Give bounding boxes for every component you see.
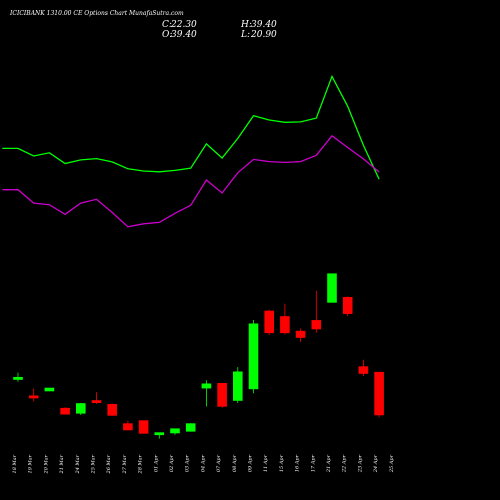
candle [154, 432, 165, 439]
candle [264, 309, 275, 335]
candle-body [327, 273, 337, 303]
x-tick-label: 15 Apr [279, 454, 285, 472]
x-tick-label: 25 Mar [91, 454, 97, 474]
candle [28, 388, 39, 402]
candle-body [264, 310, 275, 334]
x-tick-label: 24 Apr [373, 454, 379, 473]
x-tick-label: 04 Apr [200, 454, 206, 472]
candle-body [44, 387, 55, 392]
candle [248, 320, 259, 394]
candle-body [91, 400, 102, 404]
x-axis-ticks: 18 Mar 19 Mar 20 Mar 21 Mar 24 Mar 25 Mar 26 M… [12, 454, 395, 474]
x-tick-label: 16 Apr [295, 454, 301, 472]
candle [311, 290, 322, 333]
candle-body [233, 371, 243, 401]
candle-body [374, 371, 384, 416]
x-tick-label: 01 Apr [153, 454, 159, 472]
candle [185, 423, 196, 432]
x-tick-label: 20 Mar [43, 454, 49, 474]
candle [374, 371, 384, 418]
candle-body [76, 403, 86, 414]
high-value: 39.40 [251, 20, 277, 30]
candle-body [28, 395, 39, 399]
x-tick-label: 27 Mar [122, 454, 128, 474]
x-tick-label: 03 Apr [185, 454, 191, 472]
candlesticks [13, 273, 384, 439]
candle-body [358, 366, 369, 374]
indicator-bands [2, 74, 380, 228]
candle [201, 380, 212, 407]
close-label: C: [162, 20, 172, 30]
candle [123, 420, 133, 431]
candle-body [170, 428, 180, 434]
candle-body [13, 376, 23, 380]
candle [13, 372, 23, 382]
candle-body [311, 320, 322, 330]
candle [170, 428, 180, 435]
chart-title: ICICIBANK 1310.00 CE Options Chart Munaf… [9, 10, 184, 17]
candle [76, 403, 86, 415]
candle [60, 407, 70, 415]
x-tick-label: 21 Mar [59, 454, 65, 474]
candle-body [280, 316, 290, 334]
candle-body [138, 420, 149, 434]
candle [138, 420, 149, 434]
candle-body [248, 323, 259, 390]
candle-body [107, 403, 117, 416]
candle-body [60, 407, 70, 415]
open-label: O: [162, 30, 172, 40]
low-label: L: [240, 30, 250, 40]
x-tick-label: 18 Mar [12, 454, 18, 473]
close-value: 22.30 [170, 20, 197, 30]
x-tick-label: 26 Mar [106, 454, 112, 474]
candle-body [154, 432, 165, 436]
candle [233, 367, 243, 403]
low-value: 20.90 [250, 30, 277, 40]
x-tick-label: 24 Mar [75, 454, 81, 474]
candle [280, 303, 290, 335]
lower-band-line [2, 134, 380, 228]
high-label: H: [240, 20, 252, 30]
candle [107, 403, 117, 416]
x-tick-label: 07 Apr [216, 454, 222, 472]
x-tick-label: 02 Apr [169, 454, 175, 472]
candle [342, 296, 353, 317]
open-value: 39.40 [171, 30, 197, 40]
candle-body [295, 330, 306, 338]
candle [217, 382, 227, 408]
candle [358, 359, 369, 377]
x-tick-label: 08 Apr [232, 454, 238, 472]
x-tick-label: 19 Mar [28, 454, 34, 473]
x-tick-label: 23 Apr [357, 454, 363, 473]
candle [44, 387, 55, 392]
candle [327, 273, 337, 303]
candle [295, 328, 306, 342]
candle-body [185, 423, 196, 432]
candle-body [217, 382, 227, 407]
candle [91, 392, 102, 404]
x-tick-label: 11 Apr [263, 454, 269, 472]
upper-band-line [2, 74, 380, 180]
candle-body [201, 383, 212, 389]
x-tick-label: 09 Apr [248, 454, 254, 472]
x-tick-label: 28 Mar [138, 454, 144, 474]
x-tick-label: 21 Apr [326, 454, 332, 473]
x-tick-label: 22 Apr [342, 454, 348, 473]
x-tick-label: 17 Apr [310, 454, 316, 472]
candle-body [342, 296, 353, 314]
candle-body [123, 423, 133, 431]
x-tick-label: 25 Apr [389, 454, 395, 473]
